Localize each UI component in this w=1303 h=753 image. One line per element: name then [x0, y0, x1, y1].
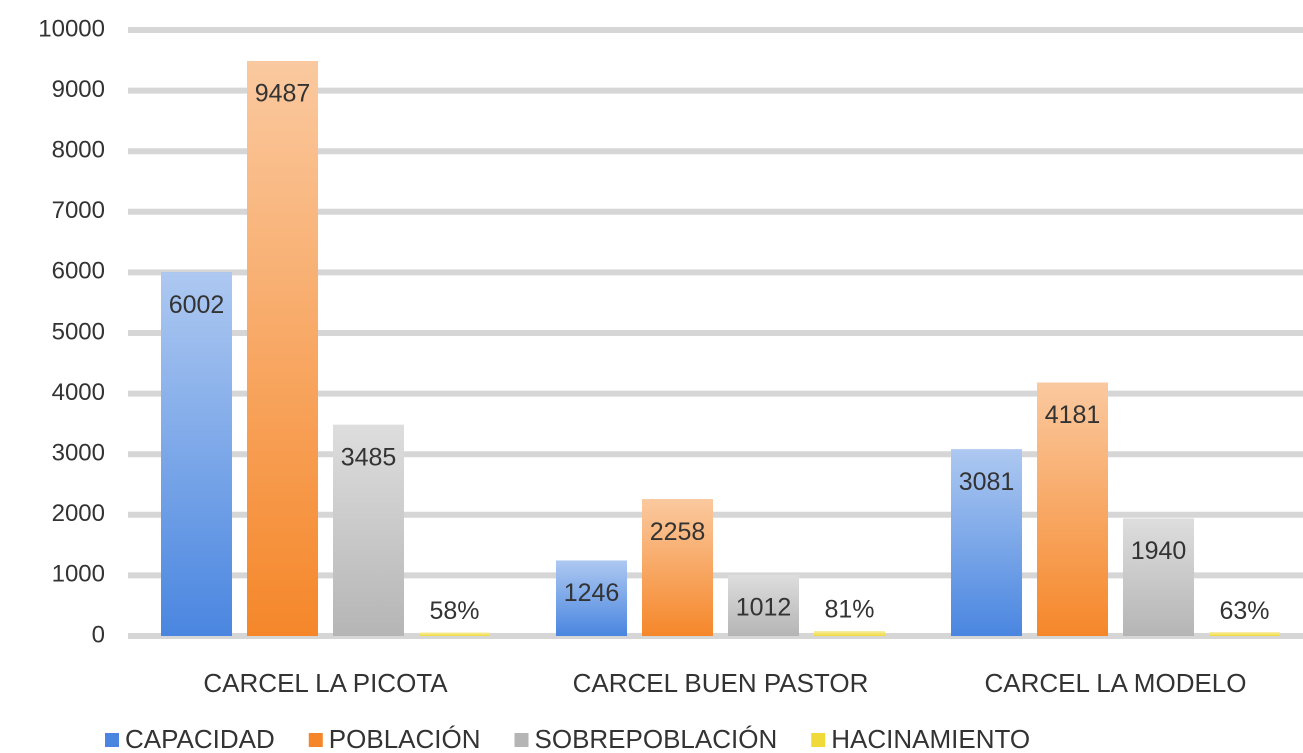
bar-shine	[419, 632, 490, 636]
legend-swatch	[105, 733, 119, 747]
bar-shine	[161, 272, 232, 636]
data-label: 1246	[564, 579, 620, 607]
legend-swatch	[811, 733, 826, 747]
x-tick-label: CARCEL LA PICOTA	[203, 668, 448, 698]
legend-label: POBLACIÓN	[329, 724, 481, 753]
data-label: 3081	[959, 468, 1015, 496]
bar-shine	[1037, 382, 1108, 636]
bar-shine	[951, 449, 1022, 636]
data-label: 1940	[1131, 537, 1187, 565]
bar-shine	[333, 424, 404, 636]
data-label: 63%	[1219, 597, 1269, 625]
y-tick-label: 7000	[52, 197, 105, 224]
legend-label: SOBREPOBLACIÓN	[535, 724, 778, 753]
bar-shine	[814, 631, 885, 636]
data-label: 9487	[255, 80, 311, 108]
y-tick-label: 1000	[52, 561, 105, 588]
bar-shine	[247, 61, 318, 637]
bar-shine	[642, 499, 713, 636]
legend-label: CAPACIDAD	[125, 724, 275, 753]
y-tick-label: 5000	[52, 318, 105, 345]
y-tick-label: 0	[92, 621, 105, 648]
y-tick-label: 4000	[52, 379, 105, 406]
bar-shine	[1209, 632, 1280, 636]
y-tick-label: 9000	[52, 76, 105, 103]
legend-label: HACINAMIENTO	[831, 724, 1030, 753]
data-label: 3485	[341, 443, 397, 471]
x-tick-label: CARCEL BUEN PASTOR	[573, 668, 869, 698]
bar-shine	[1123, 518, 1194, 636]
bar-shine	[556, 560, 627, 636]
data-label: 6002	[169, 291, 225, 319]
data-label: 58%	[429, 597, 479, 625]
y-tick-label: 6000	[52, 258, 105, 285]
y-tick-label: 3000	[52, 440, 105, 467]
y-tick-label: 8000	[52, 137, 105, 164]
data-label: 4181	[1045, 401, 1101, 429]
data-label: 81%	[824, 596, 874, 624]
y-tick-label: 10000	[38, 15, 105, 42]
data-label: 2258	[650, 518, 706, 546]
y-tick-label: 2000	[52, 500, 105, 527]
legend-swatch	[514, 733, 529, 747]
data-label: 1012	[736, 593, 792, 621]
x-tick-label: CARCEL LA MODELO	[984, 668, 1246, 698]
bar-shine	[728, 574, 799, 636]
legend-swatch	[308, 733, 323, 747]
